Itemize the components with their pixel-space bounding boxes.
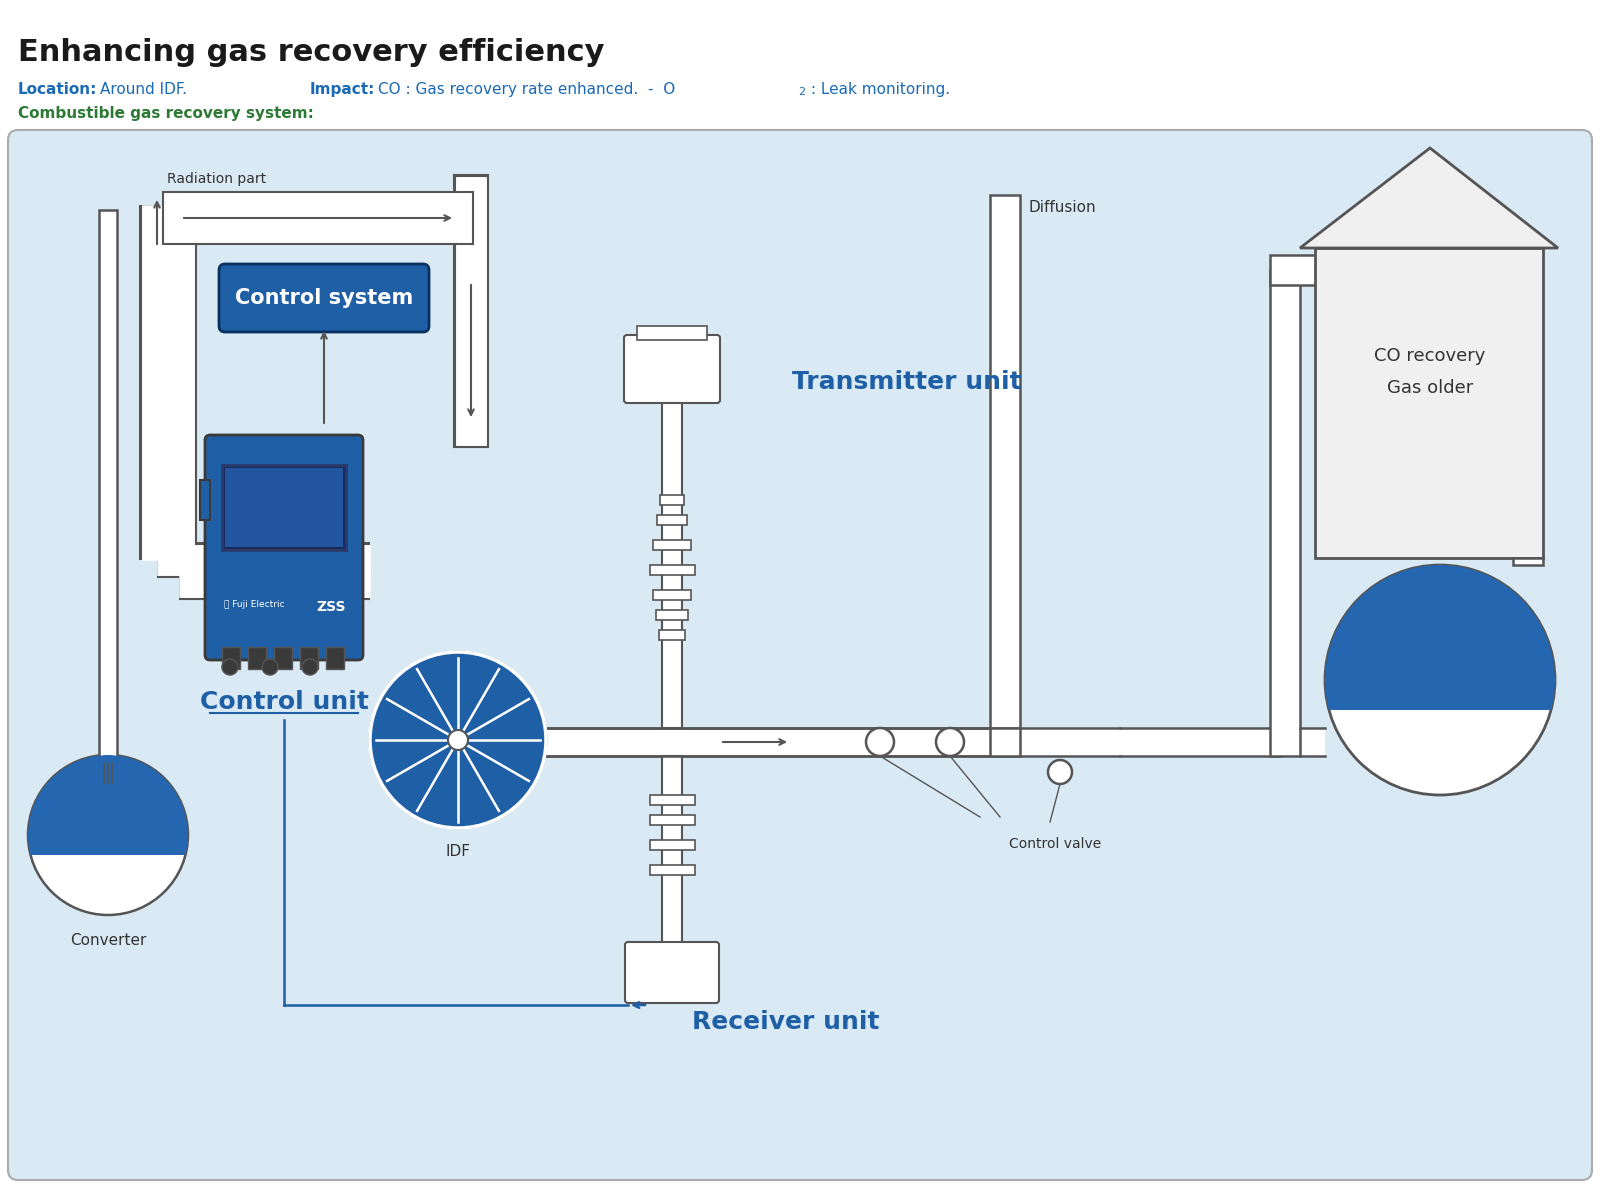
Bar — [637, 326, 707, 339]
FancyBboxPatch shape — [626, 942, 718, 1003]
Bar — [650, 796, 694, 805]
Bar — [1315, 248, 1542, 559]
Text: Receiver unit: Receiver unit — [691, 1010, 880, 1034]
Text: CO recovery
Gas older: CO recovery Gas older — [1374, 347, 1486, 397]
Text: Around IDF.: Around IDF. — [99, 82, 187, 96]
Text: Combustible gas recovery system:: Combustible gas recovery system: — [18, 106, 314, 121]
Bar — [650, 840, 694, 850]
Polygon shape — [1325, 565, 1555, 710]
Bar — [248, 647, 266, 669]
Bar — [226, 468, 342, 547]
Text: Diffusion: Diffusion — [1027, 200, 1096, 216]
Text: 2: 2 — [798, 87, 805, 96]
Text: Radiation part: Radiation part — [166, 172, 266, 186]
Text: Control valve: Control valve — [1010, 837, 1101, 852]
Text: Transmitter unit: Transmitter unit — [792, 370, 1022, 394]
FancyBboxPatch shape — [219, 264, 429, 332]
Bar — [658, 515, 686, 525]
Circle shape — [1325, 565, 1555, 796]
Circle shape — [370, 651, 546, 828]
Bar — [650, 815, 694, 825]
Bar — [99, 210, 117, 760]
Bar — [1270, 270, 1299, 756]
Bar — [662, 756, 682, 1000]
FancyBboxPatch shape — [8, 130, 1592, 1180]
Bar — [546, 728, 1120, 756]
Bar — [990, 195, 1021, 728]
Circle shape — [262, 659, 278, 675]
FancyBboxPatch shape — [624, 335, 720, 403]
Circle shape — [936, 728, 963, 756]
Bar — [650, 865, 694, 875]
Bar — [326, 647, 344, 669]
Bar — [301, 647, 318, 669]
Polygon shape — [29, 755, 189, 855]
Text: Control system: Control system — [235, 288, 413, 308]
Bar — [653, 540, 691, 550]
FancyBboxPatch shape — [205, 435, 363, 660]
Bar — [659, 630, 685, 640]
Text: IDF: IDF — [445, 844, 470, 859]
Text: Enhancing gas recovery efficiency: Enhancing gas recovery efficiency — [18, 38, 605, 67]
Bar — [656, 610, 688, 621]
Bar — [200, 480, 210, 520]
Text: Converter: Converter — [70, 933, 146, 948]
Bar — [163, 192, 474, 244]
Polygon shape — [1299, 148, 1558, 248]
Bar — [990, 728, 1021, 756]
Circle shape — [1048, 760, 1072, 784]
Text: CO : Gas recovery rate enhanced.  -  O: CO : Gas recovery rate enhanced. - O — [378, 82, 675, 96]
Text: ZSS: ZSS — [317, 600, 346, 615]
Text: Control unit: Control unit — [200, 690, 368, 713]
Circle shape — [302, 659, 318, 675]
Bar — [661, 495, 685, 505]
Bar — [1270, 255, 1320, 285]
Text: : Leak monitoring.: : Leak monitoring. — [806, 82, 950, 96]
Circle shape — [29, 755, 189, 915]
Bar — [662, 400, 682, 728]
Bar — [650, 565, 694, 575]
Text: Impact:: Impact: — [310, 82, 376, 96]
Circle shape — [222, 659, 238, 675]
Circle shape — [448, 730, 467, 750]
Circle shape — [866, 728, 894, 756]
Bar — [1299, 728, 1325, 756]
Bar — [1514, 559, 1542, 565]
Bar — [222, 647, 240, 669]
Text: Location:: Location: — [18, 82, 98, 96]
Bar — [1120, 728, 1280, 756]
Bar — [653, 590, 691, 600]
Text: Ⓕ Fuji Electric: Ⓕ Fuji Electric — [224, 600, 285, 609]
Bar — [222, 464, 346, 550]
Bar — [274, 647, 291, 669]
Text: Blowing: Blowing — [70, 856, 146, 874]
